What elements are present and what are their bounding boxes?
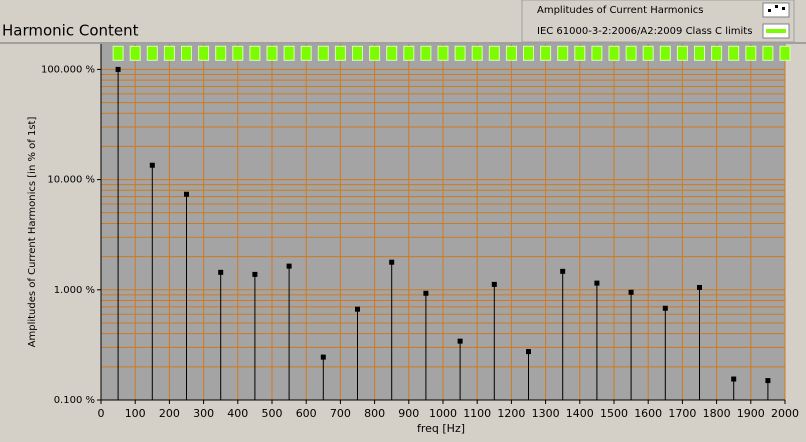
y-tick-label: 1.000 % xyxy=(54,285,95,296)
limit-marker xyxy=(488,45,500,61)
x-tick-label: 1100 xyxy=(463,407,491,420)
limit-marker xyxy=(215,45,227,61)
marker xyxy=(149,162,155,168)
x-tick-label: 1400 xyxy=(566,407,594,420)
y-tick-label: 0.100 % xyxy=(54,395,95,406)
limit-marker xyxy=(300,45,312,61)
x-tick-label: 1200 xyxy=(497,407,525,420)
limit-marker xyxy=(625,45,637,61)
marker xyxy=(662,305,668,311)
x-tick-label: 0 xyxy=(98,407,105,420)
x-tick-label: 200 xyxy=(159,407,180,420)
limit-marker xyxy=(762,45,774,61)
x-tick-label: 1700 xyxy=(668,407,696,420)
limit-marker xyxy=(334,45,346,61)
limit-marker xyxy=(198,45,210,61)
marker xyxy=(594,280,600,286)
limit-marker xyxy=(403,45,415,61)
limit-marker xyxy=(642,45,654,61)
x-tick-label: 800 xyxy=(364,407,385,420)
x-tick-label: 1600 xyxy=(634,407,662,420)
marker xyxy=(628,289,634,295)
limit-marker xyxy=(146,45,158,61)
y-tick-label: 100.000 % xyxy=(41,64,95,75)
legend-label: Amplitudes of Current Harmonics xyxy=(537,5,703,16)
limit-marker xyxy=(557,45,569,61)
limit-marker xyxy=(181,45,192,61)
limit-marker xyxy=(505,45,517,61)
marker xyxy=(423,290,429,296)
limit-marker xyxy=(711,45,723,61)
limit-marker xyxy=(266,45,278,61)
marker xyxy=(286,263,292,269)
legend-swatch xyxy=(766,29,786,33)
limit-marker xyxy=(745,45,757,61)
marker xyxy=(457,338,463,344)
frame xyxy=(0,42,806,44)
x-tick-label: 400 xyxy=(227,407,248,420)
marker xyxy=(355,306,360,312)
y-tick-label: 10.000 % xyxy=(47,175,95,186)
limit-marker xyxy=(454,45,466,61)
marker xyxy=(218,269,224,275)
legend-swatch xyxy=(782,7,785,10)
chart-title: Harmonic Content xyxy=(2,22,139,40)
legend-swatch xyxy=(768,9,771,12)
limit-marker xyxy=(437,45,449,61)
limit-marker xyxy=(163,45,175,61)
marker xyxy=(252,271,258,277)
x-tick-label: 1500 xyxy=(600,407,628,420)
limit-marker xyxy=(591,45,603,61)
limit-marker xyxy=(283,45,295,61)
x-tick-label: 300 xyxy=(193,407,214,420)
limit-marker xyxy=(779,45,791,61)
x-tick-label: 700 xyxy=(330,407,351,420)
x-tick-label: 100 xyxy=(125,407,146,420)
y-axis-label: Amplitudes of Current Harmonics [in % of… xyxy=(27,117,38,348)
marker xyxy=(491,281,497,287)
marker xyxy=(115,66,121,72)
x-tick-label: 1800 xyxy=(703,407,731,420)
legend-label: IEC 61000-3-2:2006/A2:2009 Class C limit… xyxy=(537,26,752,37)
x-axis-label: freq [Hz] xyxy=(417,422,465,435)
limit-marker xyxy=(659,45,671,61)
marker xyxy=(526,349,531,355)
marker xyxy=(731,376,737,382)
legend xyxy=(521,0,795,43)
limit-marker xyxy=(471,45,483,61)
x-tick-label: 500 xyxy=(262,407,283,420)
limit-marker xyxy=(112,45,124,61)
marker xyxy=(184,191,189,197)
x-tick-label: 1000 xyxy=(429,407,457,420)
x-tick-label: 600 xyxy=(296,407,317,420)
limit-marker xyxy=(386,45,398,61)
marker xyxy=(320,354,326,360)
limit-marker xyxy=(608,45,620,61)
limit-marker xyxy=(728,45,740,61)
limit-marker xyxy=(232,45,244,61)
legend-swatch-box xyxy=(762,2,790,18)
limit-marker xyxy=(249,45,261,61)
limit-marker xyxy=(369,45,381,61)
limit-marker xyxy=(352,45,363,61)
limit-marker xyxy=(694,45,705,61)
marker xyxy=(765,378,771,384)
limit-marker xyxy=(420,45,432,61)
marker xyxy=(697,284,702,290)
x-tick-label: 1300 xyxy=(532,407,560,420)
limit-marker xyxy=(676,45,688,61)
x-tick-label: 1900 xyxy=(737,407,765,420)
limit-marker xyxy=(574,45,586,61)
limit-marker xyxy=(523,45,534,61)
legend-swatch xyxy=(775,5,778,8)
x-tick-label: 2000 xyxy=(771,407,799,420)
marker xyxy=(560,268,566,274)
limit-marker xyxy=(129,45,141,61)
marker xyxy=(389,259,395,265)
x-tick-label: 900 xyxy=(398,407,419,420)
limit-marker xyxy=(540,45,552,61)
limit-marker xyxy=(317,45,329,61)
